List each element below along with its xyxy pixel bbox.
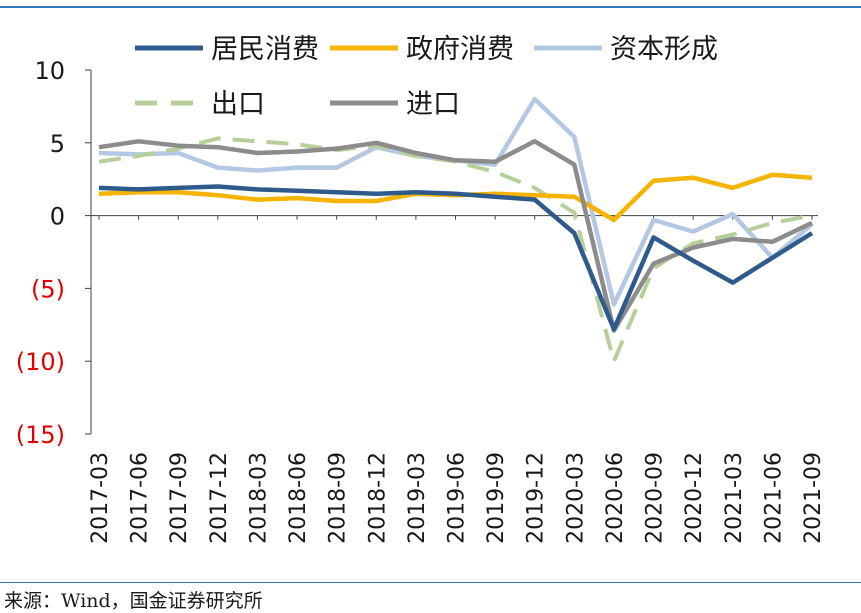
x-tick-label: 2018-06 [286,452,311,544]
y-tick-label: (5) [31,275,65,303]
y-tick-label: 5 [50,130,65,158]
x-tick-label: 2018-03 [246,452,271,544]
x-tick-label: 2017-12 [207,452,232,544]
y-tick-label: 10 [34,57,65,85]
legend-label: 政府消费 [406,34,514,65]
x-tick-label: 2019-06 [445,452,470,544]
legend-label: 出口 [211,89,265,120]
source-note: 来源：Wind，国金证券研究所 [4,590,263,612]
legend-item: 进口 [330,89,460,120]
x-tick-label: 2019-12 [524,452,549,544]
legend-label: 居民消费 [211,34,319,65]
x-tick-label: 2020-12 [682,452,707,544]
series-line-政府消费 [98,172,813,223]
legend-item: 居民消费 [135,34,319,65]
legend-item: 出口 [135,89,265,120]
legend-label: 资本形成 [610,34,718,65]
x-tick-label: 2021-03 [722,452,747,544]
series-line-进口 [98,139,813,333]
x-tick-label: 2019-03 [405,452,430,544]
chart-axes: 10 5 0 (5) (10) (15) 2017-03 2017-06 2017-09 2017… [16,57,826,544]
y-tick-label: 0 [50,203,65,231]
y-tick-label: (10) [16,348,65,376]
x-tick-label: 2021-09 [801,452,826,544]
series-line-资本形成 [98,96,814,307]
bottom-rule [0,582,861,583]
legend-label: 进口 [406,89,460,120]
x-tick-label: 2021-06 [761,452,786,544]
x-tick-label: 2017-03 [88,452,113,544]
x-tick-label: 2017-06 [128,452,153,544]
x-tick-label: 2019-09 [484,452,509,544]
x-tick-label: 2020-09 [643,452,668,544]
x-tick-label: 2018-09 [326,452,351,544]
series-line-居民消费 [98,184,814,332]
x-tick-label: 2017-09 [167,452,192,544]
x-tick-label: 2020-03 [563,452,588,544]
legend-item: 资本形成 [534,34,718,65]
plot-area [98,96,814,364]
y-tick-label: (15) [16,421,65,449]
top-rule [0,6,861,8]
x-tick-label: 2020-06 [603,452,628,544]
x-tick-label: 2018-12 [365,452,390,544]
legend-item: 政府消费 [330,34,514,65]
series-line-出口 [98,136,813,364]
